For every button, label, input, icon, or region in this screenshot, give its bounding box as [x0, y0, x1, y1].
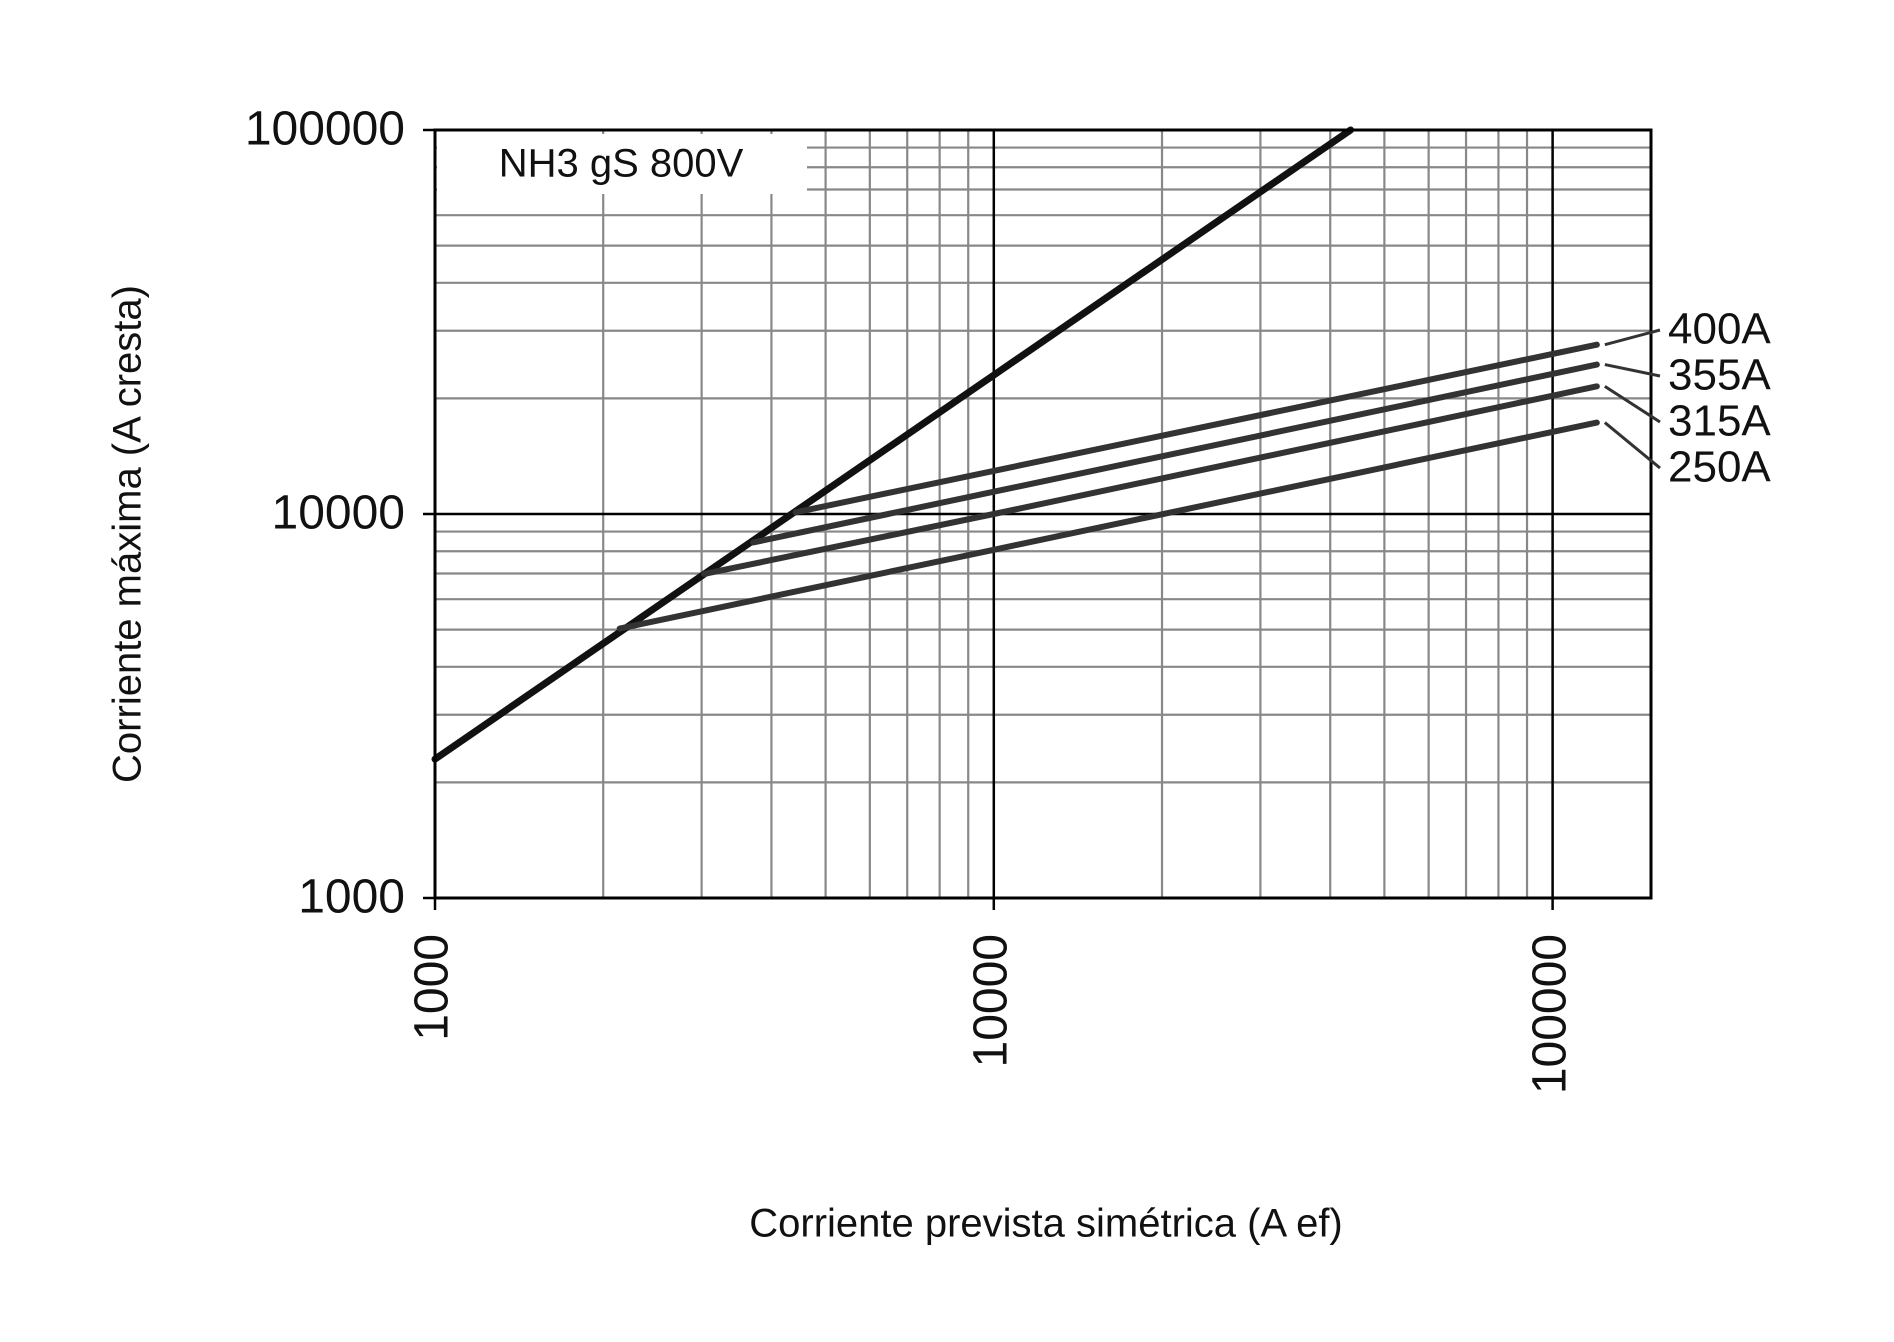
- series-label: 250A: [1668, 443, 1771, 492]
- leader-line: [1604, 328, 1661, 347]
- series-label: 315A: [1668, 397, 1771, 446]
- series-line: [750, 361, 1600, 546]
- plot-frame: [433, 128, 1653, 900]
- x-tick-label: 10000: [964, 934, 1017, 1067]
- series-label: 355A: [1668, 351, 1771, 400]
- leader-line: [1603, 421, 1661, 470]
- chart-title: NH3 gS 800V: [499, 142, 744, 186]
- series-line: [792, 341, 1600, 516]
- y-axis-label: Corriente máxima (A cresta): [106, 285, 150, 783]
- y-tick-label: 1000: [298, 871, 405, 924]
- series-line: [616, 419, 1600, 632]
- x-axis-label: Corriente prevista simétrica (A ef): [749, 1202, 1343, 1246]
- y-tick-label: 10000: [272, 487, 405, 540]
- x-tick-label: 1000: [406, 934, 459, 1041]
- leader-line: [1604, 363, 1661, 378]
- leader-line: [1604, 385, 1661, 424]
- lines: [431, 126, 1600, 763]
- series-line: [701, 383, 1600, 577]
- title-box: [437, 134, 807, 194]
- series-label: 400A: [1668, 305, 1771, 354]
- x-tick-label: 100000: [1523, 934, 1576, 1094]
- y-tick-label: 100000: [245, 103, 405, 156]
